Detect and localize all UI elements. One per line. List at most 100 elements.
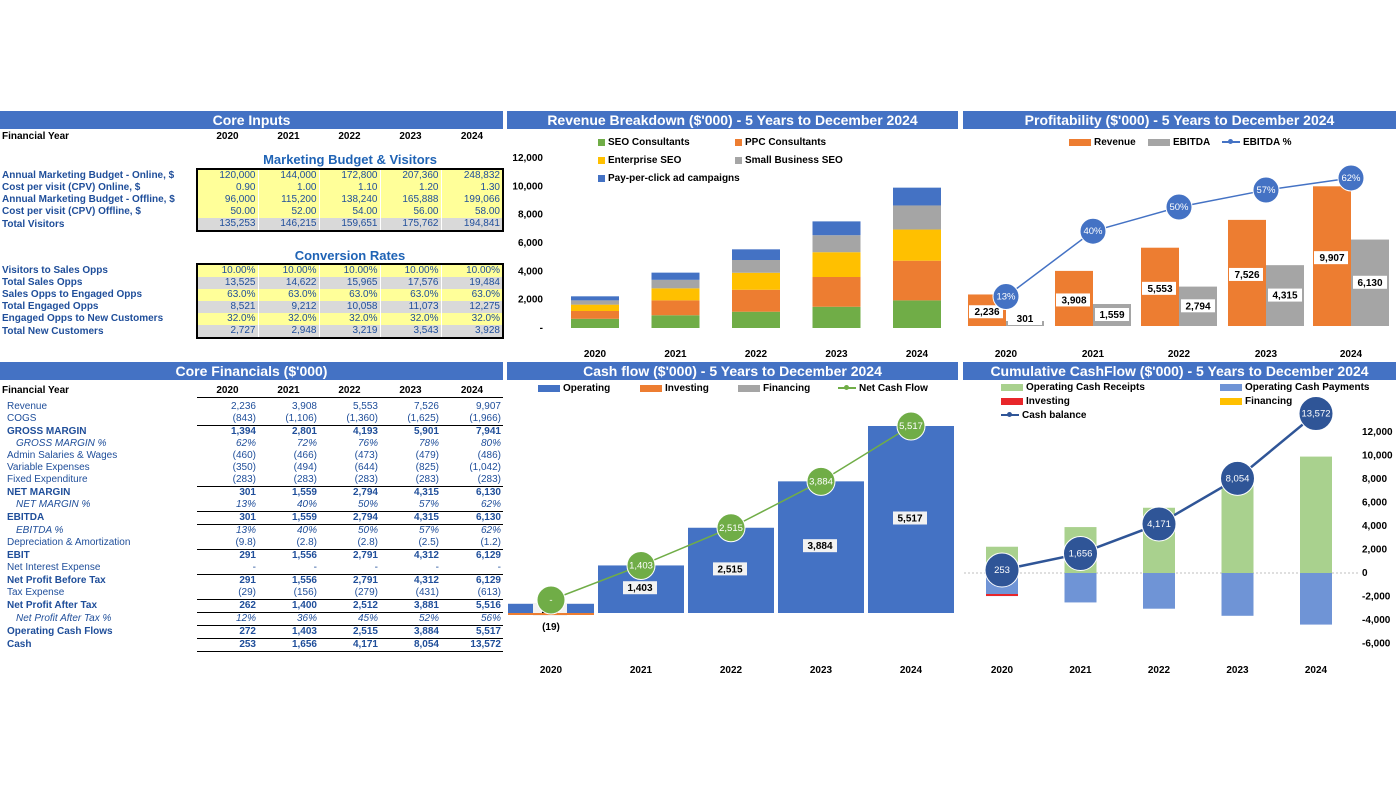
core-inputs-year-header: Financial Year 2020 2021 2022 2023 2024 [0,131,503,143]
table-row: Engaged Opps to New Customers 32.0% 32.0% 3… [0,313,504,325]
input-cell[interactable]: 32.0% [319,313,381,325]
value-cell: 2,791 [352,575,378,586]
y-tick-label: 2,000 [518,295,543,306]
input-cell[interactable]: 96,000 [196,194,259,206]
value-cell: 57% [418,525,439,536]
ebitda-pct-line [1005,177,1352,298]
input-cell[interactable]: 1.00 [258,182,320,194]
value-cell: (644) [354,462,378,473]
input-cell[interactable]: 144,000 [258,168,320,182]
operating-data-label: 5,517 [897,514,922,525]
input-cell[interactable]: 10.00% [196,263,259,277]
investing-bar [508,613,594,615]
value-cell: (486) [477,450,501,461]
table-row: Total Engaged Opps 8,521 9,212 10,058 11,073… [0,301,504,313]
input-cell[interactable]: 0.90 [196,182,259,194]
value-cell: 5,553 [352,401,378,412]
bar-segment [893,187,941,206]
input-cell[interactable]: 10.00% [258,263,320,277]
value-cell: 2,515 [319,625,380,639]
legend-label: Operating [563,383,611,394]
legend-swatch [598,156,605,164]
input-cell: 9,212 [258,301,320,313]
row-label: Net Profit After Tax [7,600,98,611]
ebitda-pct-marker [1165,193,1193,221]
data-label-bg [1314,251,1348,265]
row-label: Net Interest Expense [7,562,101,574]
input-cell[interactable]: 1.30 [441,182,504,194]
legend-item: Investing [640,383,709,394]
input-cell[interactable]: 10.00% [441,263,504,277]
input-cell[interactable]: 115,200 [258,194,320,206]
operating-bar [598,565,684,613]
input-cell[interactable]: 54.00 [319,206,381,218]
cash-balance-label: 8,054 [1226,473,1250,484]
table-row: GROSS MARGIN % 62% 72% 76% 78% 80% [0,438,503,450]
cash-balance-marker [1063,536,1098,572]
input-cell[interactable]: 10.00% [319,263,381,277]
legend-swatch [1001,383,1023,391]
input-cell[interactable]: 138,240 [319,194,381,206]
input-cell[interactable]: 32.0% [380,313,442,325]
x-tick-label: 2023 [810,665,833,676]
value-cell: 1,559 [291,487,317,498]
value-cell: 5,517 [441,625,503,639]
value-cell: 1,556 [291,575,317,586]
input-cell[interactable]: 32.0% [441,313,504,325]
input-cell[interactable]: 199,066 [441,194,504,206]
data-label-bg [1181,299,1215,313]
input-cell[interactable]: 52.00 [258,206,320,218]
input-cell[interactable]: 50.00 [196,206,259,218]
input-cell[interactable]: 32.0% [196,313,259,325]
input-cell[interactable]: 58.00 [441,206,504,218]
revenue-data-label: 3,908 [1061,295,1086,306]
input-cell[interactable]: 32.0% [258,313,320,325]
y-tick-label: 0 [1362,568,1368,579]
input-cell[interactable]: 63.0% [380,289,442,301]
y-tick-label: 12,000 [1362,427,1393,438]
input-cell: 17,576 [380,277,442,289]
value-cell: - [197,562,258,575]
input-cell[interactable]: 63.0% [196,289,259,301]
input-cell[interactable]: 165,888 [380,194,442,206]
value-cell: (613) [441,587,503,600]
legend-swatch [640,384,662,392]
row-label: NET MARGIN [7,486,71,498]
table-row: EBITDA % 13% 40% 50% 57% 62% [0,525,503,538]
cash-balance-label: 4,171 [1147,519,1171,530]
ebitda-data-label: 6,130 [1357,278,1382,289]
input-cell: 2,948 [258,325,320,339]
input-cell[interactable]: 207,360 [380,168,442,182]
value-cell: 8,054 [380,638,441,652]
legend-item: Pay-per-click ad campaigns [598,173,740,184]
input-cell[interactable]: 1.20 [380,182,442,194]
table-row: EBIT 291 1,556 2,791 4,312 6,129 [0,550,503,563]
value-cell: 36% [258,612,319,626]
value-cell: (494) [293,462,317,473]
table-row: Revenue 2,236 3,908 5,553 7,526 9,907 [0,401,503,413]
value-cell: - [319,562,380,575]
input-cell[interactable]: 63.0% [319,289,381,301]
input-cell[interactable]: 63.0% [441,289,504,301]
input-cell: 19,484 [441,277,504,289]
legend-item: EBITDA % [1222,137,1292,148]
ebitda-pct-marker [1252,176,1280,204]
input-cell[interactable]: 172,800 [319,168,381,182]
data-label-bg [1229,267,1263,281]
input-cell[interactable]: 56.00 [380,206,442,218]
input-cell[interactable]: 10.00% [380,263,442,277]
input-cell[interactable]: 120,000 [196,168,259,182]
legend-swatch [538,384,560,392]
value-cell: - [380,562,441,575]
value-cell: 1,559 [258,511,319,525]
table-row: Annual Marketing Budget - Online, $ 120,0… [0,168,504,182]
input-cell[interactable]: 248,832 [441,168,504,182]
bar-segment [812,235,861,253]
value-cell: - [441,562,503,575]
cash-balance-marker [1220,460,1255,496]
input-cell[interactable]: 1.10 [319,182,381,194]
net-cash-flow-label: 3,884 [809,476,833,487]
input-cell[interactable]: 63.0% [258,289,320,301]
legend-swatch [1148,138,1170,146]
table-row: Fixed Expenditure (283) (283) (283) (283) (28… [0,474,503,487]
